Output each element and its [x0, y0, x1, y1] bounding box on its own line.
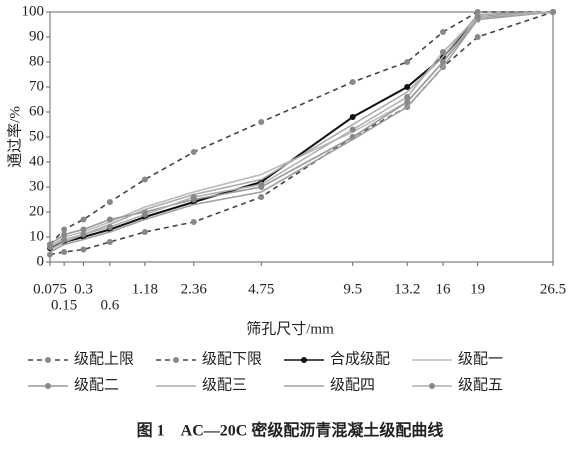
series-line — [49, 11, 554, 248]
series-line — [49, 11, 554, 250]
x-tick-label: 4.75 — [248, 281, 274, 297]
series-marker — [47, 244, 53, 250]
series-line — [49, 11, 553, 246]
legend-label: 级配二 — [74, 376, 119, 393]
series-marker — [80, 216, 87, 223]
legend-marker — [301, 357, 307, 363]
series-marker — [190, 149, 197, 155]
y-tick-label: 10 — [29, 228, 44, 244]
legend-marker — [45, 383, 51, 389]
series-marker — [349, 79, 356, 85]
series-marker — [141, 229, 148, 235]
series-marker — [474, 9, 481, 15]
series-line — [49, 11, 554, 248]
series-marker — [439, 29, 446, 35]
series-marker — [106, 239, 113, 245]
series-line — [49, 11, 554, 256]
x-tick-label: 16 — [435, 281, 451, 297]
series-marker — [61, 231, 68, 238]
y-tick-label: 100 — [22, 3, 45, 19]
legend-label: 级配上限 — [74, 350, 134, 367]
series-marker — [141, 176, 148, 183]
series-marker — [258, 181, 265, 188]
x-tick-label: 0.6 — [100, 297, 119, 313]
series-marker — [80, 226, 87, 233]
x-tick-label: 1.18 — [132, 281, 158, 297]
y-tick-label: 80 — [29, 53, 44, 69]
y-tick-label: 60 — [29, 103, 44, 119]
legend-label: 级配五 — [458, 376, 503, 393]
legend-label: 级配三 — [202, 376, 247, 393]
y-tick-label: 40 — [29, 153, 44, 169]
series-marker — [80, 246, 87, 253]
series-line — [49, 11, 554, 251]
series-marker — [190, 194, 197, 200]
x-tick-label: 2.36 — [181, 281, 208, 297]
series-marker — [61, 236, 68, 243]
series-marker — [258, 119, 265, 125]
series-marker — [61, 249, 68, 255]
legend-label: 级配一 — [458, 350, 503, 367]
series-marker — [404, 94, 411, 100]
y-tick-label: 50 — [29, 128, 44, 144]
x-tick-label: 0.15 — [51, 297, 77, 313]
series-marker — [439, 59, 446, 65]
series-marker — [47, 251, 53, 258]
series-marker — [404, 99, 411, 105]
legend-marker — [173, 357, 179, 363]
series-marker — [439, 49, 446, 55]
chart-title: 图 1 AC—20C 密级配沥青混凝土级配曲线 — [137, 421, 444, 440]
x-axis-label: 筛孔尺寸/mm — [246, 320, 334, 337]
y-tick-label: 70 — [29, 78, 44, 94]
y-tick-label: 90 — [29, 28, 44, 44]
y-tick-label: 30 — [29, 178, 44, 194]
series-marker — [349, 114, 356, 120]
series-marker — [474, 14, 481, 20]
series-line — [49, 11, 554, 246]
series-marker — [106, 199, 113, 205]
series-marker — [404, 59, 411, 65]
x-tick-label: 0.075 — [33, 281, 67, 297]
series-marker — [106, 224, 113, 230]
legend-label: 合成级配 — [330, 350, 390, 367]
x-tick-label: 13.2 — [394, 281, 420, 297]
legend-marker — [45, 357, 51, 363]
series-marker — [141, 211, 148, 218]
x-tick-label: 26.5 — [540, 281, 566, 297]
series-marker — [190, 219, 197, 225]
legend-marker — [429, 383, 435, 389]
series-marker — [258, 194, 265, 200]
series-marker — [474, 34, 481, 40]
series-line — [49, 11, 554, 253]
series-marker — [106, 216, 113, 223]
series-marker — [404, 84, 411, 90]
series-marker — [80, 231, 87, 238]
x-tick-label: 0.3 — [74, 281, 93, 297]
legend-label: 级配四 — [330, 376, 375, 393]
x-tick-label: 19 — [470, 281, 485, 297]
series-marker — [61, 226, 68, 233]
y-tick-label: 0 — [37, 253, 45, 269]
y-tick-label: 20 — [29, 203, 44, 219]
legend-label: 级配下限 — [202, 350, 262, 367]
x-tick-label: 9.5 — [343, 281, 362, 297]
series-marker — [349, 126, 356, 133]
y-axis-label: 通过率/% — [6, 106, 23, 168]
series-marker — [550, 9, 556, 15]
